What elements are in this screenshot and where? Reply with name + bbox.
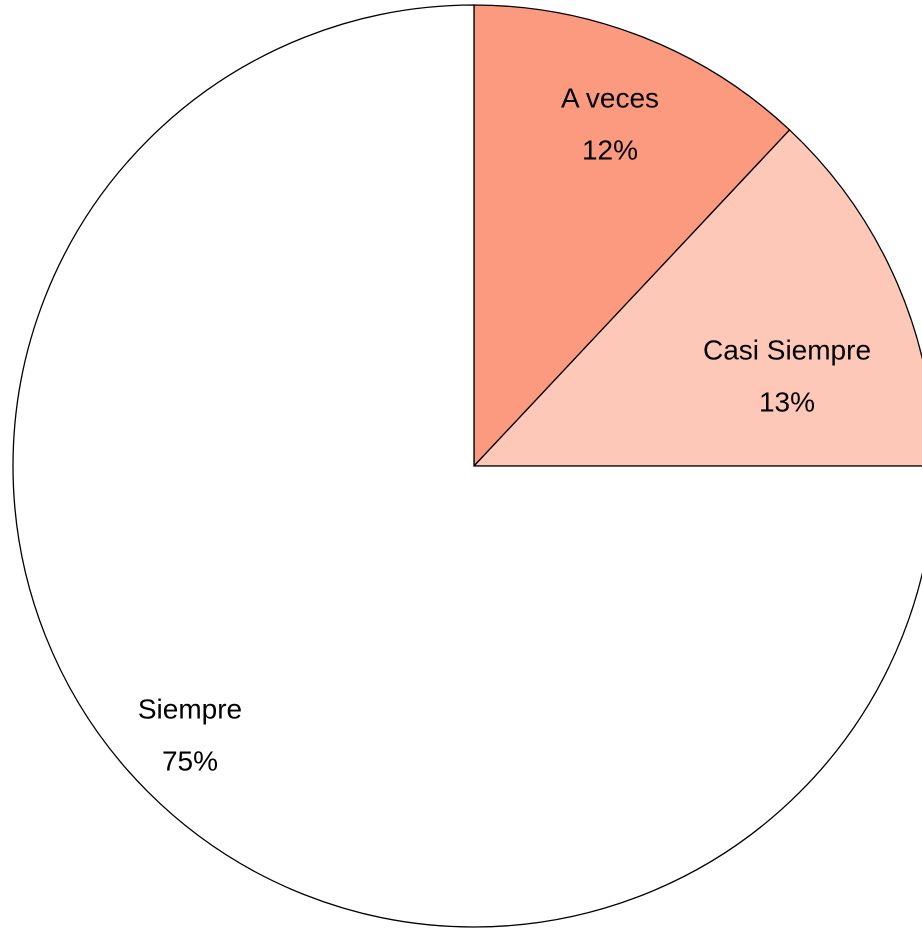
slice-value-label: 12% — [582, 134, 638, 165]
pie-slice — [472, 129, 922, 467]
pie-slice — [12, 4, 922, 928]
slice-value-label: 13% — [759, 386, 815, 417]
slice-category-label: Siempre — [138, 693, 242, 724]
slice-category-label: A veces — [561, 82, 659, 113]
pie-slice — [473, 4, 791, 468]
slice-value-label: 75% — [162, 745, 218, 776]
slice-category-label: Casi Siempre — [703, 334, 871, 365]
